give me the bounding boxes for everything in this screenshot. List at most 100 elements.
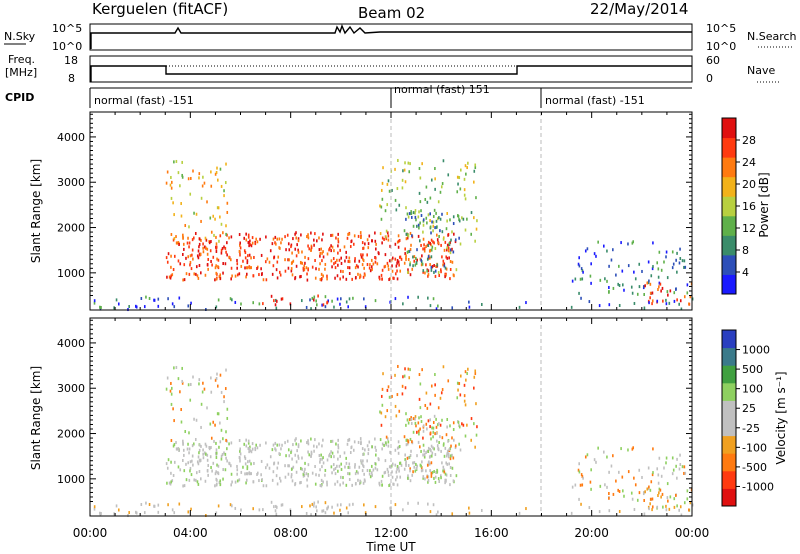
power-cell [249,239,251,243]
power-cell [448,241,451,245]
power-cell [230,266,233,270]
velocity-cell [385,443,388,447]
power-cell [276,260,279,264]
power-cell [268,260,271,264]
power-cell [220,251,223,255]
velocity-cell [650,480,653,484]
power-cell [306,235,308,239]
colorbar-swatch [722,330,736,349]
power-cell [384,209,387,213]
velocity-cell [404,367,406,371]
power-cell [295,236,298,240]
velocity-cell [173,443,176,447]
velocity-cell [663,466,665,470]
velocity-cell [403,435,406,439]
velocity-cell [366,459,368,463]
velocity-cell [328,454,330,458]
power-cell [427,296,429,300]
velocity-cell [170,392,173,396]
velocity-cell [157,503,160,507]
velocity-cell [464,434,467,438]
power-cell [366,238,369,242]
velocity-cell [409,368,411,372]
velocity-cell [458,442,460,446]
velocity-cell [394,503,397,507]
power-cell [348,297,351,301]
velocity-cell [215,377,218,381]
velocity-cell [314,465,316,469]
velocity-cell [250,472,252,476]
velocity-cell [428,462,431,466]
velocity-cell [182,441,184,445]
velocity-cell [433,470,435,474]
velocity-cell [295,442,298,446]
power-cell [442,237,445,241]
power-cell [210,230,213,234]
power-cell [418,167,421,171]
power-cell [236,273,239,277]
velocity-cell [396,467,398,471]
power-cell [453,232,455,236]
velocity-cell [284,464,286,468]
velocity-cell [437,423,439,427]
power-cell [332,257,335,261]
velocity-cell [448,447,451,451]
velocity-cell [442,443,445,447]
power-cell [326,277,328,281]
velocity-cell [330,465,333,469]
power-cell [274,303,277,307]
velocity-cell [671,472,674,476]
power-cell [411,234,413,238]
power-cell [658,285,660,289]
power-cell [347,266,349,270]
velocity-cell [391,470,393,474]
velocity-cell [389,506,391,510]
power-cell [278,246,281,250]
power-cell [250,256,252,260]
power-cell [440,270,442,274]
power-cell [173,160,175,164]
power-cell [446,256,449,260]
power-cell [198,242,201,246]
velocity-cell [191,444,194,448]
velocity-cell [217,412,220,416]
power-cell [256,240,259,244]
power-cell [337,237,339,241]
velocity-cell [622,489,624,493]
power-cell [427,240,430,244]
power-cell [450,238,452,242]
velocity-cell [454,446,457,450]
power-cell [224,262,227,266]
velocity-cell [210,436,213,440]
velocity-cell [93,507,96,511]
power-cell [171,180,173,184]
velocity-cell [584,455,587,459]
power-cell [310,244,313,248]
power-cell [360,235,362,239]
velocity-cell [595,460,597,464]
velocity-cell [450,454,453,458]
power-cell [248,244,250,248]
velocity-cell [387,440,390,444]
power-cell [386,203,389,207]
power-cell [649,291,652,295]
power-cell [427,255,430,259]
velocity-cell [330,439,332,443]
velocity-cell [348,503,351,507]
power-cell [189,260,192,264]
velocity-cell [476,425,478,429]
xlabel: Time UT [365,540,416,554]
velocity-cell [253,461,255,465]
velocity-cell [415,424,417,428]
velocity-cell [324,501,327,505]
power-cell [165,256,168,260]
velocity-cell [240,470,243,474]
colorbar-tick-label: 100 [742,383,763,396]
power-cell [649,282,652,286]
power-cell [437,241,440,245]
velocity-cell [297,443,300,447]
velocity-cell [432,435,434,439]
velocity-cell [374,505,377,509]
power-cell [584,249,587,253]
velocity-cell [424,403,427,407]
